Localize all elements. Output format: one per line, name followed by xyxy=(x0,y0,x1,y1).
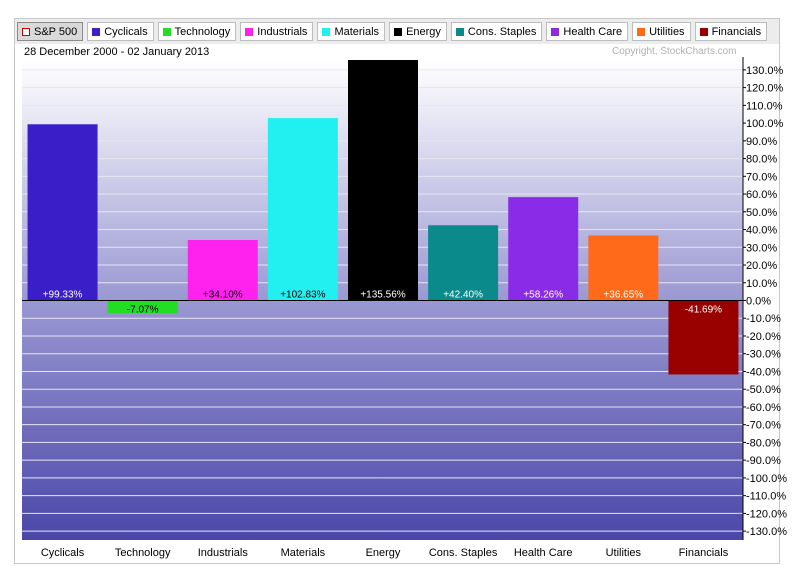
y-tick-label: -120.0% xyxy=(746,508,787,520)
y-tick-label: 120.0% xyxy=(746,83,784,95)
legend-label: S&P 500 xyxy=(34,25,78,38)
data-label-utilities: +36.65% xyxy=(603,290,643,301)
data-label-technology: -7.07% xyxy=(127,305,159,316)
y-tick-label: 20.0% xyxy=(746,260,777,272)
legend-swatch xyxy=(699,27,708,36)
y-tick-label: -40.0% xyxy=(746,366,781,378)
y-tick-label: 110.0% xyxy=(746,100,783,112)
data-label-cons-staples: +42.40% xyxy=(443,290,483,301)
bar-technology xyxy=(107,300,178,314)
legend-label: Financials xyxy=(711,25,762,38)
bar-cyclicals xyxy=(27,124,98,301)
y-tick-label: 130.0% xyxy=(746,65,784,77)
legend-item-financials[interactable]: Financials xyxy=(694,22,768,41)
legend-item-technology[interactable]: Technology xyxy=(157,22,237,41)
y-tick-label: -80.0% xyxy=(746,437,781,449)
x-tick-label-financials: Financials xyxy=(679,547,729,559)
data-label-materials: +102.83% xyxy=(280,290,325,301)
data-label-cyclicals: +99.33% xyxy=(43,290,83,301)
legend-label: Materials xyxy=(334,25,380,38)
x-tick-label-technology: Technology xyxy=(115,547,171,559)
bar-industrials xyxy=(187,240,258,301)
x-axis: Cyclicals Technology Industrials Materials E… xyxy=(41,547,729,559)
bars xyxy=(27,60,739,375)
legend-item-materials[interactable]: Materials xyxy=(317,22,386,41)
legend-swatch xyxy=(22,27,30,36)
y-axis: 130.0% 120.0% 110.0% 100.0% 90.0% 80.0% 70.0% 6… xyxy=(742,57,787,540)
period-label: 28 December 2000 - 02 January 2013 xyxy=(24,46,210,58)
legend-label: Cons. Staples xyxy=(467,25,537,38)
legend-swatch xyxy=(162,27,171,36)
legend-item-health-care[interactable]: Health Care xyxy=(546,22,629,41)
data-label-industrials: +34.10% xyxy=(203,290,243,301)
legend-label: Utilities xyxy=(649,25,685,38)
legend-swatch xyxy=(92,27,101,36)
y-tick-label: -70.0% xyxy=(746,420,781,432)
bar-health-care xyxy=(508,197,579,301)
y-tick-label: 70.0% xyxy=(746,171,777,183)
y-tick-label: -90.0% xyxy=(746,455,781,467)
legend-swatch xyxy=(394,27,403,36)
y-tick-label: 90.0% xyxy=(746,136,777,148)
data-label-energy: +135.56% xyxy=(360,290,405,301)
legend-item-cyclicals[interactable]: Cyclicals xyxy=(87,22,154,41)
legend-swatch xyxy=(637,27,646,36)
y-tick-label: 80.0% xyxy=(746,154,777,166)
y-tick-label: -100.0% xyxy=(746,473,787,485)
y-tick-label: 0.0% xyxy=(746,296,771,308)
x-tick-label-cyclicals: Cyclicals xyxy=(41,547,85,559)
legend-item-utilities[interactable]: Utilities xyxy=(632,22,691,41)
legend-bar: S&P 500 Cyclicals Technology Industrials Mat… xyxy=(15,19,779,44)
y-tick-label: 30.0% xyxy=(746,242,777,254)
y-tick-label: 40.0% xyxy=(746,225,777,237)
legend-item-cons-staples[interactable]: Cons. Staples xyxy=(450,22,543,41)
legend-label: Cyclicals xyxy=(104,25,148,38)
legend-swatch xyxy=(551,27,560,36)
x-tick-label-industrials: Industrials xyxy=(198,547,249,559)
y-tick-label: -20.0% xyxy=(746,331,781,343)
legend-item-s-p-500[interactable]: S&P 500 xyxy=(17,22,84,41)
y-tick-label: -50.0% xyxy=(746,384,781,396)
legend-label: Energy xyxy=(406,25,441,38)
y-tick-label: 10.0% xyxy=(746,278,777,290)
legend-swatch xyxy=(322,27,331,36)
legend-label: Industrials xyxy=(257,25,308,38)
legend-label: Technology xyxy=(174,25,231,38)
x-tick-label-cons-staples: Cons. Staples xyxy=(429,547,498,559)
y-tick-label: 60.0% xyxy=(746,189,777,201)
y-tick-label: 50.0% xyxy=(746,207,777,219)
data-labels: +99.33% -7.07% +34.10% +102.83% +135.56% +42.… xyxy=(43,290,723,316)
y-tick-label: -130.0% xyxy=(746,526,787,538)
copyright-label: Copyright, StockCharts.com xyxy=(612,46,737,57)
data-label-financials: -41.69% xyxy=(685,305,722,316)
y-tick-label: 100.0% xyxy=(746,118,784,130)
bar-cons-staples xyxy=(428,225,499,301)
legend-label: Health Care xyxy=(563,25,623,38)
bar-materials xyxy=(267,118,338,301)
y-tick-label: -60.0% xyxy=(746,402,781,414)
x-tick-label-utilities: Utilities xyxy=(606,547,642,559)
x-tick-label-materials: Materials xyxy=(281,547,326,559)
y-tick-label: -10.0% xyxy=(746,313,781,325)
data-label-health-care: +58.26% xyxy=(523,290,563,301)
legend-swatch xyxy=(245,27,254,36)
legend-item-industrials[interactable]: Industrials xyxy=(240,22,314,41)
legend-swatch xyxy=(455,27,464,36)
bar-financials xyxy=(668,300,739,375)
bar-energy xyxy=(348,60,418,301)
bar-utilities xyxy=(588,235,659,301)
y-tick-label: -30.0% xyxy=(746,349,781,361)
legend-item-energy[interactable]: Energy xyxy=(389,22,447,41)
y-tick-label: -110.0% xyxy=(746,491,786,503)
x-tick-label-energy: Energy xyxy=(366,547,401,559)
x-tick-label-health-care: Health Care xyxy=(514,547,573,559)
